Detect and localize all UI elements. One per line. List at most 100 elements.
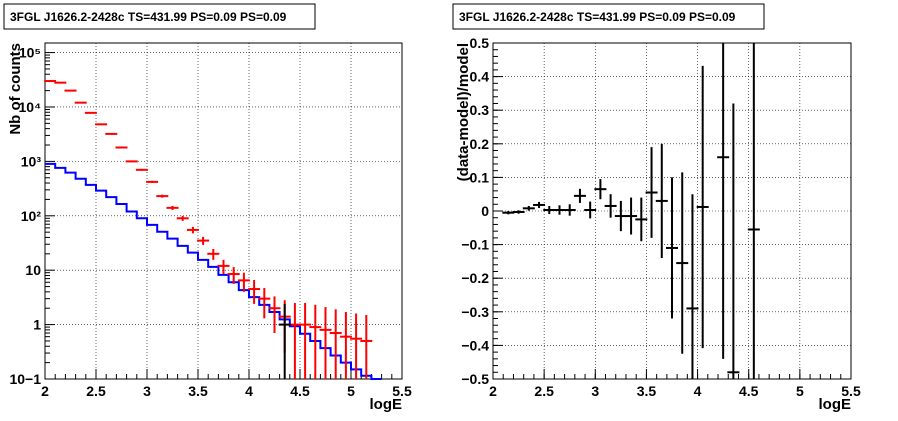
data-point bbox=[350, 313, 363, 379]
data-point bbox=[95, 123, 108, 126]
data-point bbox=[339, 312, 352, 379]
data-point bbox=[533, 201, 546, 208]
data-point bbox=[563, 204, 576, 216]
data-point bbox=[186, 226, 199, 234]
data-point bbox=[319, 307, 332, 379]
left-plot-frame bbox=[44, 42, 403, 380]
data-point bbox=[543, 205, 556, 215]
data-point bbox=[197, 236, 210, 245]
right-plot-marks bbox=[502, 43, 760, 379]
left-panel: 3FGL J1626.2-2428c TS=431.99 PS=0.09 PS=… bbox=[3, 3, 412, 413]
y-tick-label: 0.1 bbox=[470, 169, 490, 185]
data-point bbox=[512, 210, 525, 214]
right-panel: 3FGL J1626.2-2428c TS=431.99 PS=0.09 PS=… bbox=[452, 3, 861, 413]
left-x-axis-ticks: 2 2.5 3 3.5 4 4.5 5 5.5 bbox=[41, 369, 412, 399]
x-tick-label: 4 bbox=[245, 383, 253, 399]
data-point bbox=[553, 205, 566, 215]
data-point bbox=[176, 215, 189, 221]
left-title-box bbox=[3, 3, 316, 30]
y-tick-label: −0.3 bbox=[461, 304, 489, 320]
data-point bbox=[105, 132, 118, 135]
left-plot-marks bbox=[44, 80, 382, 380]
right-y-axis-ticks: −0.5 −0.4 −0.3 −0.2 −0.1 0 0.1 0.2 0.3 0.4 0.5 bbox=[461, 35, 503, 387]
data-point bbox=[360, 315, 373, 379]
data-point bbox=[614, 200, 627, 232]
y-tick-label: 0.2 bbox=[470, 136, 490, 152]
data-point bbox=[237, 272, 250, 292]
data-point bbox=[227, 267, 240, 284]
data-point bbox=[502, 211, 515, 215]
x-tick-label: 4 bbox=[694, 383, 702, 399]
data-point bbox=[309, 304, 322, 379]
y-tick-label: 10⁵ bbox=[19, 45, 41, 61]
x-tick-label: 3.5 bbox=[637, 383, 657, 399]
x-tick-label: 5.5 bbox=[841, 383, 861, 399]
data-point bbox=[207, 249, 220, 260]
data-point bbox=[604, 194, 617, 218]
data-point bbox=[288, 302, 301, 379]
right-x-axis-label: logE bbox=[819, 396, 852, 413]
x-tick-label: 2.5 bbox=[86, 383, 106, 399]
data-point bbox=[166, 205, 179, 210]
x-tick-label: 3.5 bbox=[188, 383, 208, 399]
left-y-axis-ticks: 10−1 1 10 10² 10³ 10⁴ 10⁵ bbox=[9, 45, 55, 387]
data-point bbox=[573, 188, 586, 203]
y-tick-label: −0.2 bbox=[461, 270, 489, 286]
y-tick-label: −0.1 bbox=[461, 237, 489, 253]
right-title-box bbox=[452, 3, 765, 30]
data-point bbox=[625, 197, 638, 235]
data-point bbox=[676, 172, 689, 354]
right-title: 3FGL J1626.2-2428c TS=431.99 PS=0.09 PS=… bbox=[459, 10, 736, 24]
data-point bbox=[717, 43, 730, 359]
data-point bbox=[217, 259, 230, 275]
x-tick-label: 3 bbox=[591, 383, 599, 399]
y-tick-label: 0.4 bbox=[470, 69, 490, 85]
data-point bbox=[727, 103, 740, 379]
data-point bbox=[645, 147, 658, 238]
right-x-axis-ticks: 2 2.5 3 3.5 4 4.5 5 5.5 bbox=[489, 369, 861, 399]
data-point bbox=[248, 280, 261, 304]
data-point bbox=[594, 179, 607, 200]
data-point bbox=[666, 177, 678, 319]
y-tick-label: 0 bbox=[481, 203, 489, 219]
model-step-line bbox=[45, 162, 382, 380]
y-tick-label: −0.4 bbox=[461, 337, 489, 353]
data-point bbox=[156, 194, 169, 198]
data-point bbox=[747, 43, 760, 379]
y-tick-label: 0.5 bbox=[470, 35, 490, 51]
y-tick-label: −0.5 bbox=[461, 371, 489, 387]
data-point bbox=[329, 309, 342, 379]
y-tick-label: 1 bbox=[33, 317, 41, 333]
data-point bbox=[258, 288, 271, 319]
x-tick-label: 5.5 bbox=[392, 383, 412, 399]
data-point bbox=[686, 194, 699, 379]
y-tick-label: 0.3 bbox=[470, 102, 490, 118]
left-gridlines bbox=[45, 43, 402, 379]
x-tick-label: 4.5 bbox=[290, 383, 310, 399]
y-tick-label: 10 bbox=[25, 262, 41, 278]
x-tick-label: 5 bbox=[796, 383, 804, 399]
x-tick-label: 4.5 bbox=[739, 383, 759, 399]
left-title: 3FGL J1626.2-2428c TS=431.99 PS=0.09 PS=… bbox=[10, 10, 287, 24]
left-x-axis-label: logE bbox=[370, 396, 403, 413]
y-tick-label: 10−1 bbox=[9, 371, 41, 387]
right-gridlines bbox=[493, 43, 851, 379]
data-point bbox=[115, 146, 128, 149]
right-y-axis-label: (data-model)/model bbox=[455, 43, 472, 181]
data-point bbox=[268, 296, 281, 334]
x-tick-label: 2.5 bbox=[534, 383, 554, 399]
left-y-axis-label: Nb of counts bbox=[7, 43, 24, 135]
data-point bbox=[635, 197, 648, 242]
data-point bbox=[125, 160, 138, 163]
x-tick-label: 5 bbox=[347, 383, 355, 399]
data-point bbox=[146, 180, 159, 184]
x-tick-label: 2 bbox=[41, 383, 49, 399]
x-tick-label: 3 bbox=[143, 383, 151, 399]
x-tick-label: 2 bbox=[489, 383, 497, 399]
y-tick-label: 10³ bbox=[21, 153, 42, 169]
data-point bbox=[696, 65, 709, 349]
data-point bbox=[584, 201, 597, 219]
y-tick-label: 10⁴ bbox=[19, 99, 42, 115]
y-tick-label: 10² bbox=[21, 208, 42, 224]
